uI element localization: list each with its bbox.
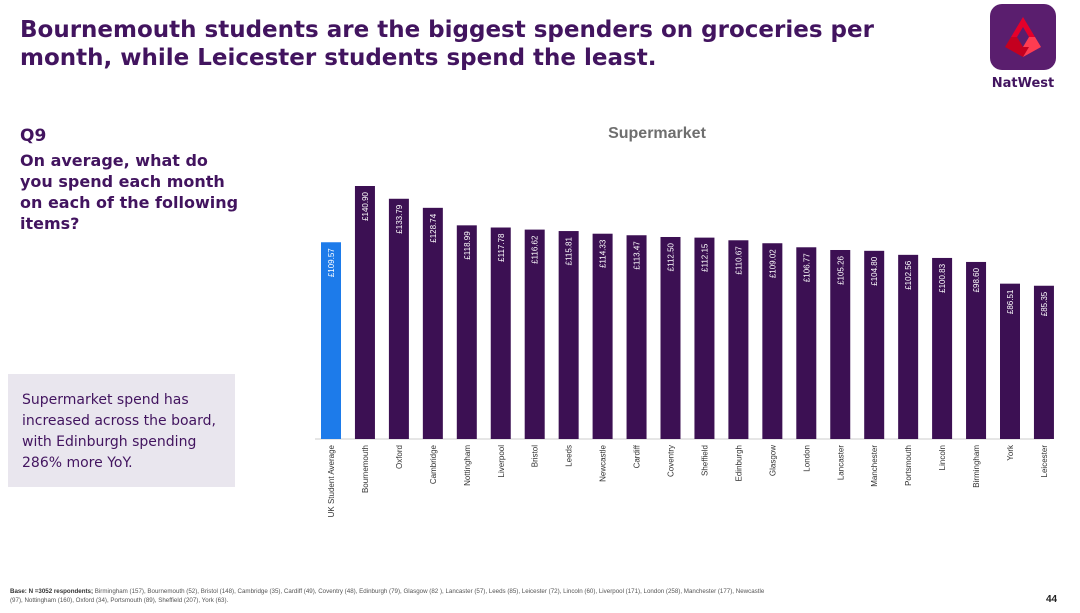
- tick-label-lincoln: Lincoln: [938, 445, 947, 470]
- bar-manchester: [864, 250, 885, 439]
- bar-york: [1000, 283, 1020, 439]
- data-label-edinburgh: £110.67: [734, 246, 743, 275]
- data-label-oxford: £133.79: [395, 204, 404, 233]
- bar-london: [796, 247, 817, 439]
- data-label-cardiff: £113.47: [633, 241, 642, 270]
- tick-label-liverpool: Liverpool: [497, 445, 506, 478]
- data-label-york: £86.51: [1006, 289, 1015, 314]
- bar-lincoln: [932, 257, 953, 439]
- supermarket-bar-chart: Supermarket £109.57 UK Student Average £14…: [315, 125, 1054, 517]
- question-number: Q9: [20, 126, 47, 146]
- bar-newcastle: [592, 233, 613, 439]
- bar-sheffield: [694, 237, 715, 439]
- tick-label-cardiff: Cardiff: [633, 444, 642, 468]
- data-label-leeds: £115.81: [565, 237, 574, 266]
- data-label-lincoln: £100.83: [938, 263, 947, 292]
- chart-title: Supermarket: [608, 125, 706, 142]
- page-number: 44: [1046, 594, 1058, 605]
- data-label-nottingham: £118.99: [463, 231, 472, 260]
- data-label-uk-student-average: £109.57: [327, 248, 336, 277]
- bars-group: £109.57 UK Student Average £140.90 Bournemo…: [321, 186, 1054, 517]
- base-text: Birmingham (157), Bournemouth (52), Bris…: [10, 588, 765, 604]
- data-label-birmingham: £98.60: [972, 267, 981, 292]
- base-footnote: Base: N =3052 respondents; Birmingham (1…: [10, 587, 770, 605]
- tick-label-cambridge: Cambridge: [429, 444, 438, 484]
- tick-label-leeds: Leeds: [565, 445, 574, 467]
- bar-oxford: [388, 198, 409, 439]
- logo-wordmark: NatWest: [991, 76, 1055, 91]
- bar-leicester: [1033, 285, 1054, 439]
- tick-label-manchester: Manchester: [870, 445, 879, 487]
- bar-bristol: [524, 229, 545, 439]
- tick-label-london: London: [802, 445, 811, 472]
- data-label-lancaster: £105.26: [836, 255, 845, 284]
- bar-leeds: [558, 231, 579, 439]
- tick-label-nottingham: Nottingham: [463, 445, 472, 486]
- data-label-manchester: £104.80: [870, 256, 879, 285]
- bar-lancaster: [830, 249, 851, 439]
- tick-label-sheffield: Sheffield: [700, 445, 709, 476]
- data-label-leicester: £85.35: [1040, 291, 1049, 316]
- bar-uk-student-average: [321, 242, 341, 439]
- data-label-portsmouth: £102.56: [904, 260, 913, 289]
- natwest-logo: NatWest: [990, 4, 1056, 92]
- bar-cardiff: [626, 235, 647, 439]
- tick-label-birmingham: Birmingham: [972, 445, 981, 488]
- question-text: On average, what do you spend each month…: [20, 151, 239, 233]
- tick-label-uk-student-average: UK Student Average: [327, 444, 336, 517]
- bar-birmingham: [966, 261, 987, 439]
- base-label: Base: N =3052 respondents;: [10, 588, 94, 595]
- natwest-logo-icon: [990, 4, 1056, 70]
- insight-callout: Supermarket spend has increased across t…: [8, 374, 235, 487]
- data-label-newcastle: £114.33: [599, 239, 608, 268]
- tick-label-newcastle: Newcastle: [599, 444, 608, 481]
- page-title: Bournemouth students are the biggest spe…: [20, 17, 874, 71]
- tick-label-coventry: Coventry: [667, 445, 676, 477]
- tick-label-lancaster: Lancaster: [836, 445, 845, 480]
- bar-nottingham: [456, 225, 477, 439]
- bar-portsmouth: [898, 254, 919, 439]
- data-label-bournemouth: £140.90: [361, 191, 370, 220]
- data-label-bristol: £116.62: [531, 235, 540, 264]
- tick-label-oxford: Oxford: [395, 445, 404, 469]
- bar-coventry: [660, 236, 681, 439]
- data-label-glasgow: £109.02: [768, 249, 777, 278]
- data-label-sheffield: £112.15: [700, 243, 709, 272]
- data-label-london: £106.77: [802, 253, 811, 282]
- callout-text: Supermarket spend has increased across t…: [22, 392, 216, 471]
- tick-label-edinburgh: Edinburgh: [734, 445, 743, 481]
- bar-edinburgh: [728, 240, 749, 439]
- tick-label-portsmouth: Portsmouth: [904, 445, 913, 486]
- data-label-liverpool: £117.78: [497, 233, 506, 262]
- bar-glasgow: [762, 243, 783, 439]
- tick-label-bristol: Bristol: [531, 445, 540, 467]
- data-label-cambridge: £128.74: [429, 213, 438, 242]
- tick-label-york: York: [1006, 444, 1015, 461]
- bar-liverpool: [490, 227, 511, 439]
- data-label-coventry: £112.50: [667, 242, 676, 271]
- tick-label-bournemouth: Bournemouth: [361, 445, 370, 493]
- tick-label-leicester: Leicester: [1040, 445, 1049, 478]
- bar-bournemouth: [354, 186, 375, 439]
- bar-cambridge: [422, 207, 443, 439]
- tick-label-glasgow: Glasgow: [768, 445, 777, 476]
